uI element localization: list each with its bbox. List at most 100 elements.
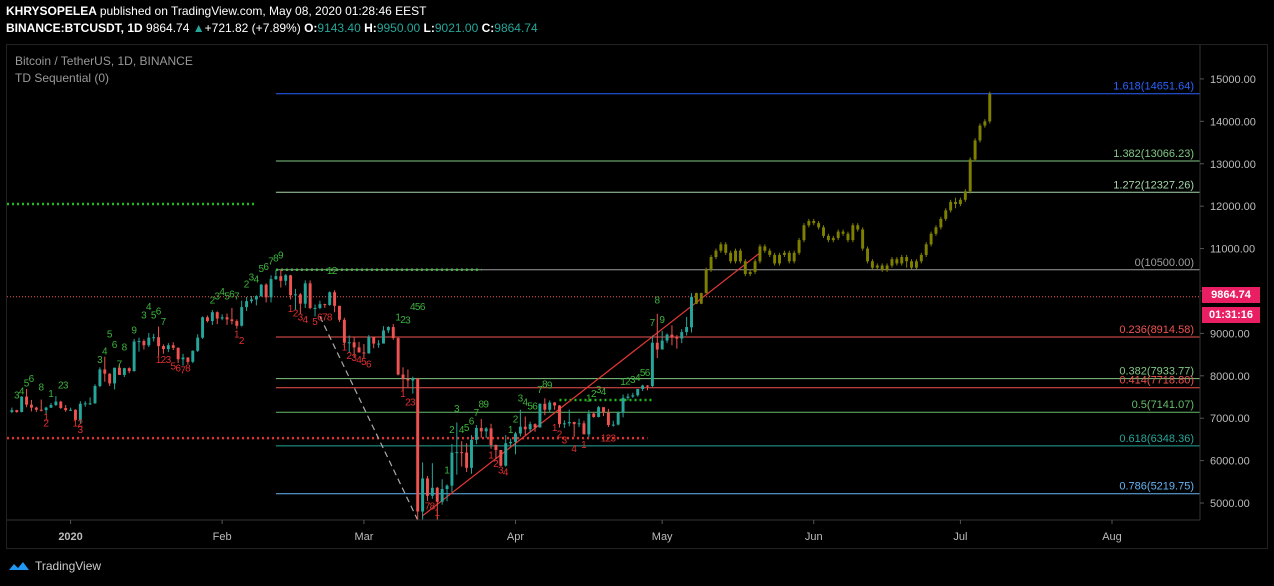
price-tick-label: 8000.00 (1210, 371, 1250, 383)
projection-body (919, 254, 923, 262)
projection-body (954, 201, 957, 205)
candle-body (357, 347, 361, 353)
candle-body (298, 294, 302, 304)
td-setup-sell-label: 1 (234, 330, 240, 341)
fib-level-label: 1.382(13066.23) (1113, 148, 1194, 160)
candle-body (509, 441, 513, 444)
candle-body (318, 304, 322, 308)
td-setup-buy-label: 3 (14, 390, 20, 401)
td-setup-buy-label: 4 (146, 302, 152, 313)
td-setup-sell-label: 2 (606, 434, 612, 445)
candle-body (504, 443, 508, 466)
td-setup-buy-label: 4 (19, 386, 25, 397)
candle-body (474, 427, 478, 440)
candle-body (323, 304, 327, 306)
candle-body (470, 439, 473, 468)
last-price: 9864.74 (146, 21, 190, 35)
candle-body (20, 396, 24, 413)
projection-body (812, 221, 816, 224)
projection-body (822, 227, 825, 236)
td-setup-buy-label: 7 (537, 385, 543, 396)
close-label: C: (481, 21, 495, 35)
candle-body (157, 337, 161, 347)
candle-body (191, 350, 195, 362)
projection-body (792, 252, 796, 262)
td-setup-buy-label: 9 (483, 400, 489, 411)
candle-body (122, 368, 126, 375)
td-setup-sell-label: 1 (288, 304, 294, 315)
td-setup-buy-label: 2 (58, 381, 64, 392)
candle-body (655, 342, 659, 350)
projection-body (743, 261, 747, 275)
candle-body (259, 284, 263, 297)
td-setup-buy-label: 9 (547, 381, 553, 392)
td-setup-sell-label: 3 (78, 425, 84, 436)
price-tick-label: 11000.00 (1210, 244, 1255, 256)
candle-body (333, 292, 337, 306)
candle-body (308, 283, 312, 308)
price-tick-label: 7000.00 (1210, 413, 1250, 425)
candle-body (562, 423, 566, 425)
projection-body (778, 254, 781, 264)
candle-body (518, 426, 522, 434)
projection-body (885, 265, 889, 270)
candle-body (220, 317, 224, 319)
open-value: 9143.40 (317, 21, 361, 35)
projection-body (729, 252, 733, 262)
tradingview-logo-icon (9, 562, 29, 570)
candle-body (44, 407, 48, 411)
projection-body (905, 257, 909, 262)
td-setup-sell-label: 3 (410, 397, 416, 408)
td-setup-sell-label: 4 (356, 355, 362, 366)
td-setup-sell-label: 7 (425, 501, 431, 512)
projection-body (934, 227, 938, 234)
td-setup-buy-label: 6 (263, 262, 269, 273)
candle-body (39, 409, 43, 411)
publish-info: KHRYSOPELEA published on TradingView.com… (6, 4, 426, 18)
td-setup-buy-label: 3 (405, 316, 411, 327)
projection-body (851, 225, 855, 241)
price-tick-label: 13000.00 (1210, 159, 1256, 171)
candle-body (406, 378, 410, 381)
candle-body (25, 396, 29, 405)
td-setup-buy-label: 2 (513, 414, 519, 425)
candle-body (240, 307, 244, 326)
candle-body (29, 404, 33, 408)
projection-body (826, 235, 830, 241)
td-setup-buy-label: 7 (117, 359, 123, 370)
candle-body (611, 424, 615, 426)
candle-body (572, 422, 576, 425)
candle-body (83, 403, 87, 405)
projection-body (875, 265, 879, 268)
td-setup-buy-label: 7 (161, 317, 167, 328)
candle-body (147, 337, 151, 346)
td-setup-buy-label: 1 (508, 425, 514, 436)
fib-level-label: 0.382(7933.77) (1119, 366, 1194, 378)
candle-body (440, 489, 444, 502)
candle-body (171, 345, 175, 348)
projection-body (694, 293, 698, 304)
projection-body (836, 231, 840, 238)
candle-body (621, 397, 625, 413)
projection-body (846, 233, 850, 241)
close-value: 9864.74 (494, 21, 538, 35)
publisher-name: KHRYSOPELEA (6, 4, 97, 18)
projection-body (768, 250, 772, 255)
candle-body (78, 403, 82, 420)
td-setup-buy-label: 4 (522, 397, 528, 408)
candle-body (592, 413, 596, 417)
indicator-label[interactable]: TD Sequential (0) (15, 71, 110, 85)
candle-body (606, 412, 610, 425)
td-setup-buy-label: 2 (332, 266, 338, 277)
td-setup-sell-label: 2 (405, 397, 411, 408)
td-setup-sell-label: 4 (302, 315, 308, 326)
projection-body (699, 293, 703, 304)
footer[interactable]: TradingView (8, 559, 101, 573)
chart-frame[interactable] (6, 44, 1268, 549)
candle-body (10, 410, 14, 412)
candle-body (88, 403, 92, 405)
td-setup-buy-label: 8 (542, 380, 548, 391)
projection-body (714, 250, 718, 258)
projection-body (900, 257, 904, 264)
